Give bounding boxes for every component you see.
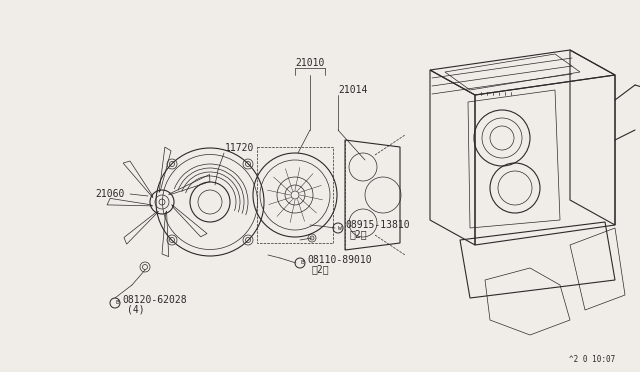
Text: 11720: 11720	[225, 143, 254, 153]
Text: B: B	[115, 301, 119, 305]
Text: 08915-13810: 08915-13810	[345, 220, 410, 230]
Text: 08120-62028: 08120-62028	[122, 295, 187, 305]
Text: （2）: （2）	[312, 264, 330, 274]
Text: 21014: 21014	[338, 85, 367, 95]
Text: W: W	[338, 225, 342, 231]
Text: 21010: 21010	[295, 58, 324, 68]
Text: （2）: （2）	[350, 229, 367, 239]
Text: 08110-89010: 08110-89010	[307, 255, 372, 265]
Text: (4): (4)	[127, 304, 145, 314]
Text: B: B	[300, 260, 304, 266]
Text: 21060: 21060	[95, 189, 124, 199]
Text: ^2 0 10:07: ^2 0 10:07	[569, 356, 615, 365]
